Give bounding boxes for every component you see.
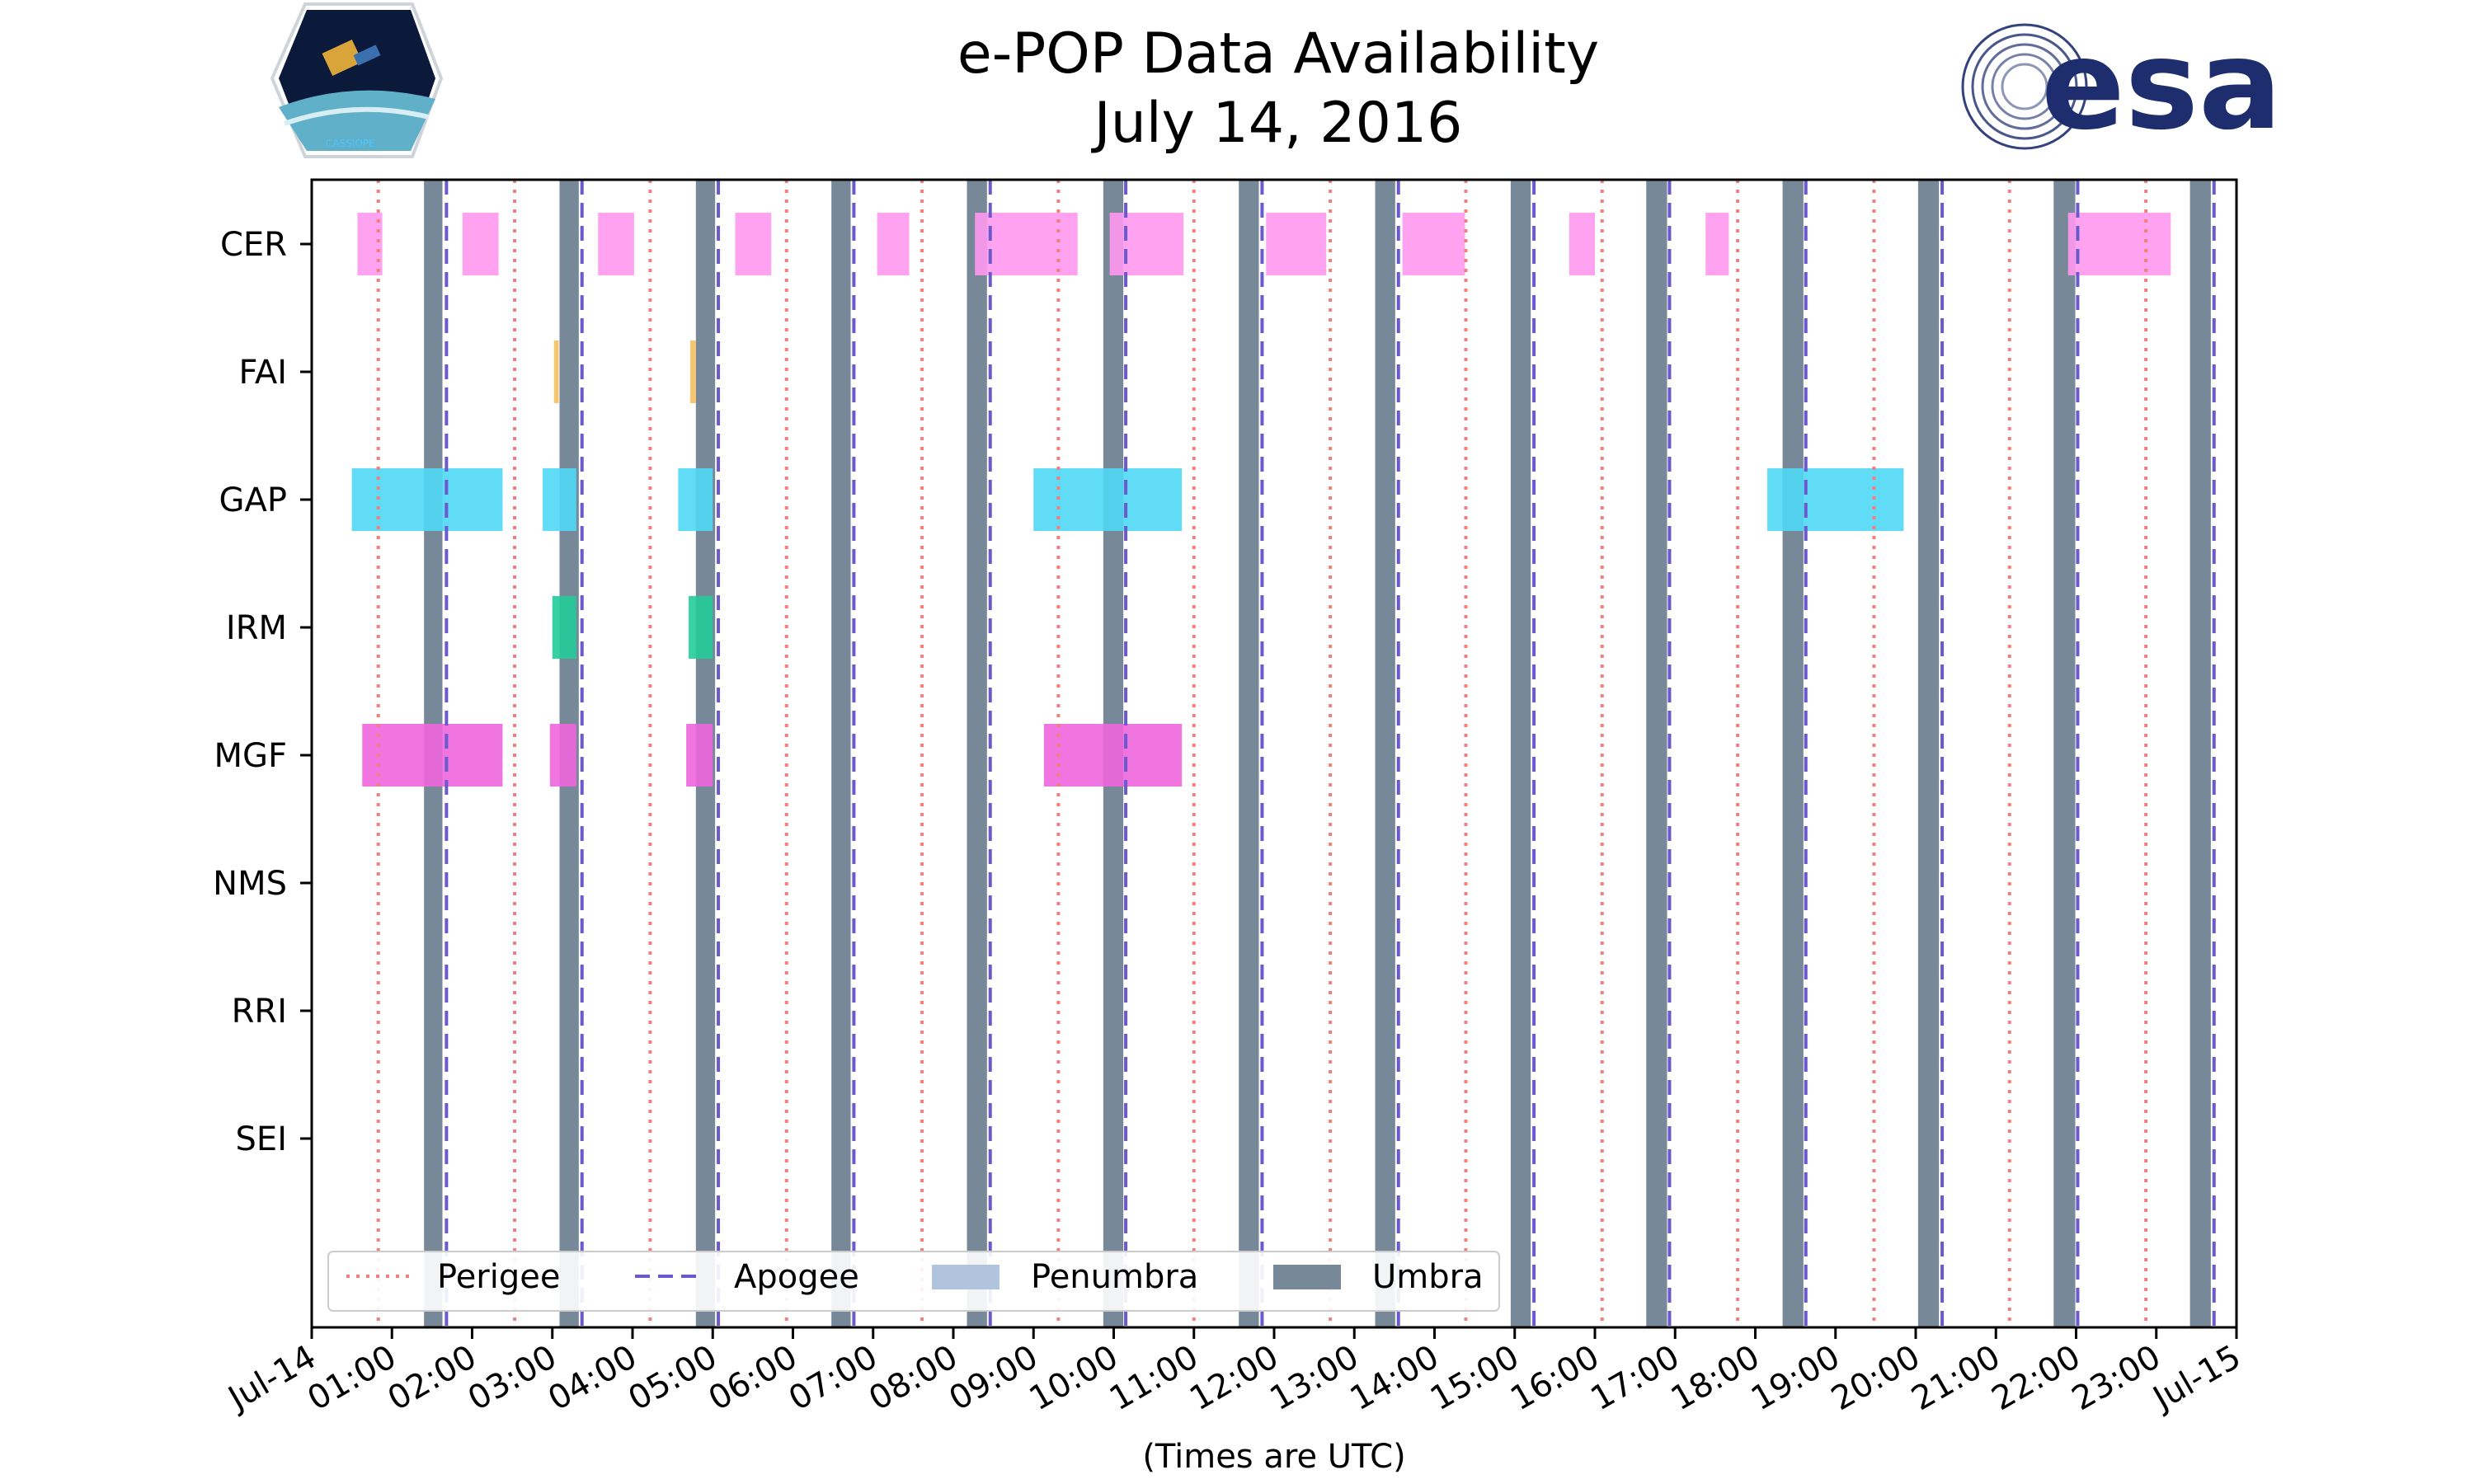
x-tick-label-7: 07:00 [783, 1338, 884, 1418]
y-axis: CER FAI GAP IRM MGF NMS RRI SEI [213, 226, 312, 1158]
bar-cer-4 [877, 213, 910, 275]
bar-irm-1 [689, 596, 713, 659]
bar-mgf-0 [362, 724, 503, 787]
x-tick-label-1: 01:00 [301, 1338, 402, 1418]
y-tick-label-mgf: MGF [214, 737, 287, 775]
chart-title-line2: July 14, 2016 [1091, 91, 1463, 156]
umbra-band-6 [1239, 180, 1259, 1327]
bar-mgf-2 [686, 724, 713, 787]
umbra-band-12 [2053, 180, 2076, 1327]
umbra-band-13 [2189, 180, 2211, 1327]
bar-mgf-3 [1043, 724, 1183, 787]
apogee-lines [444, 180, 2216, 1327]
bar-gap-1 [543, 468, 576, 531]
y-tick-label-fai: FAI [239, 354, 288, 392]
bar-cer-6 [1109, 213, 1184, 275]
x-tick-label-11: 11:00 [1103, 1338, 1205, 1418]
bar-gap-0 [351, 468, 503, 531]
x-axis: Jul-1401:0002:0003:0004:0005:0006:0007:0… [220, 1327, 2247, 1419]
x-tick-label-18: 18:00 [1665, 1338, 1766, 1418]
x-tick-label-9: 09:00 [943, 1338, 1044, 1418]
y-tick-label-rri: RRI [232, 993, 287, 1031]
x-tick-label-0: Jul-14 [220, 1338, 322, 1419]
umbra-band-3 [831, 180, 851, 1327]
x-tick-label-13: 13:00 [1263, 1338, 1365, 1418]
bar-fai-0 [553, 340, 559, 403]
bar-cer-1 [462, 213, 499, 275]
x-tick-label-19: 19:00 [1745, 1338, 1846, 1418]
umbra-band-9 [1646, 180, 1667, 1327]
bar-cer-8 [1402, 213, 1465, 275]
x-tick-label-4: 04:00 [542, 1338, 643, 1418]
perigee-lines [376, 180, 2148, 1327]
chart-title-line1: e-POP Data Availability [957, 21, 1599, 87]
bar-cer-5 [975, 213, 1078, 275]
cassiope-mission-logo: CASSIOPE [270, 2, 444, 158]
legend-umbra-swatch [1273, 1265, 1341, 1289]
x-tick-label-14: 14:00 [1344, 1338, 1446, 1418]
x-tick-label-21: 21:00 [1905, 1338, 2006, 1418]
legend-apogee-label: Apogee [734, 1258, 859, 1296]
x-tick-label-22: 22:00 [1986, 1338, 2087, 1418]
availability-bars [351, 213, 2171, 787]
bar-cer-2 [598, 213, 634, 275]
plot-frame [310, 178, 2238, 1329]
x-tick-label-23: 23:00 [2066, 1338, 2167, 1418]
x-tick-label-15: 15:00 [1424, 1338, 1526, 1418]
y-tick-label-gap: GAP [219, 481, 287, 519]
bar-gap-3 [1033, 468, 1183, 531]
umbra-band-11 [1917, 180, 1940, 1327]
x-tick-label-10: 10:00 [1023, 1338, 1125, 1418]
y-tick-label-irm: IRM [226, 609, 287, 647]
bar-fai-1 [690, 340, 696, 403]
x-tick-label-3: 03:00 [462, 1338, 563, 1418]
umbra-band-10 [1782, 180, 1804, 1327]
legend-perigee-label: Perigee [437, 1258, 560, 1296]
bar-irm-0 [552, 596, 576, 659]
legend: Perigee Apogee Penumbra Umbra [327, 1251, 1500, 1312]
bar-cer-9 [1569, 213, 1595, 275]
x-tick-label-5: 05:00 [622, 1338, 723, 1418]
y-tick-label-nms: NMS [213, 865, 287, 903]
bar-cer-0 [357, 213, 383, 275]
x-tick-label-2: 02:00 [382, 1338, 483, 1418]
umbra-band-4 [967, 180, 987, 1327]
legend-penumbra-label: Penumbra [1031, 1258, 1198, 1296]
esa-logo: esa [1961, 14, 2282, 157]
x-tick-label-12: 12:00 [1183, 1338, 1285, 1418]
cassiope-label: CASSIOPE [326, 138, 375, 149]
bar-cer-3 [735, 213, 772, 275]
umbra-band-8 [1510, 180, 1531, 1327]
bar-cer-10 [1705, 213, 1729, 275]
legend-box [327, 1251, 1500, 1312]
y-tick-label-cer: CER [220, 226, 287, 264]
bar-cer-11 [2067, 213, 2171, 275]
x-tick-label-20: 20:00 [1825, 1338, 1926, 1418]
esa-wordmark: esa [2041, 14, 2282, 157]
bar-gap-2 [678, 468, 713, 531]
x-tick-label-6: 06:00 [703, 1338, 804, 1418]
x-tick-label-24: Jul-15 [2145, 1338, 2247, 1419]
x-tick-label-8: 08:00 [863, 1338, 964, 1418]
x-tick-label-16: 16:00 [1504, 1338, 1606, 1418]
x-axis-label: (Times are UTC) [1142, 1438, 1405, 1476]
legend-umbra-label: Umbra [1372, 1258, 1484, 1296]
bar-mgf-1 [549, 724, 576, 787]
x-tick-label-17: 17:00 [1584, 1338, 1686, 1418]
bar-cer-7 [1266, 213, 1327, 275]
bar-gap-4 [1767, 468, 1904, 531]
legend-penumbra-swatch [932, 1265, 999, 1289]
y-tick-label-sei: SEI [236, 1120, 287, 1158]
umbra-band-7 [1375, 180, 1395, 1327]
